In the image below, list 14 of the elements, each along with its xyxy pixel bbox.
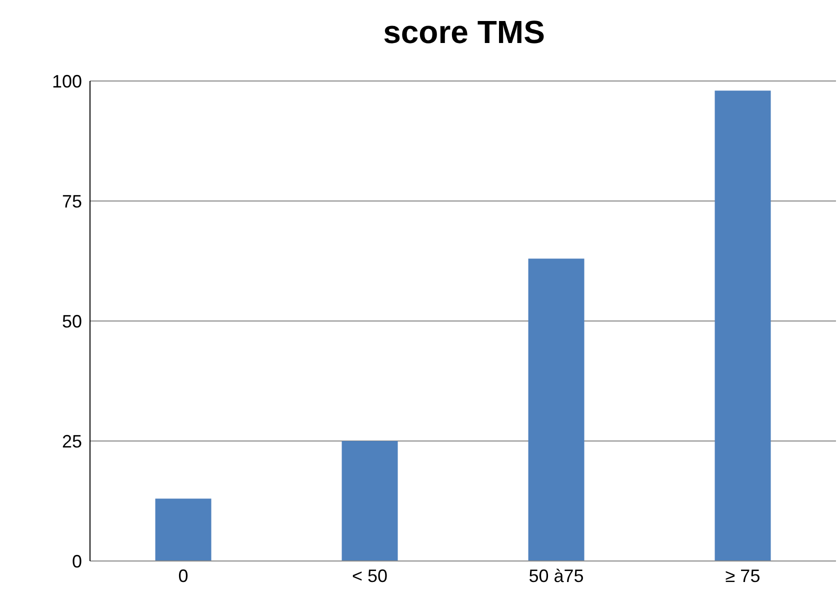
x-tick-label: ≥ 75 — [725, 566, 760, 586]
bar — [155, 498, 212, 561]
bar — [528, 258, 584, 561]
x-tick-label: 50 à75 — [528, 566, 584, 586]
y-tick-label: 50 — [62, 311, 82, 332]
y-tick-label: 0 — [72, 551, 82, 572]
y-tick-label: 100 — [52, 71, 82, 92]
bar — [342, 441, 398, 561]
y-tick-label: 75 — [62, 191, 82, 212]
x-tick-label: < 50 — [352, 566, 388, 586]
bar — [714, 90, 771, 561]
x-tick-label: 0 — [178, 566, 188, 586]
chart-title: score TMS — [382, 14, 546, 51]
y-tick-label: 25 — [62, 431, 82, 452]
